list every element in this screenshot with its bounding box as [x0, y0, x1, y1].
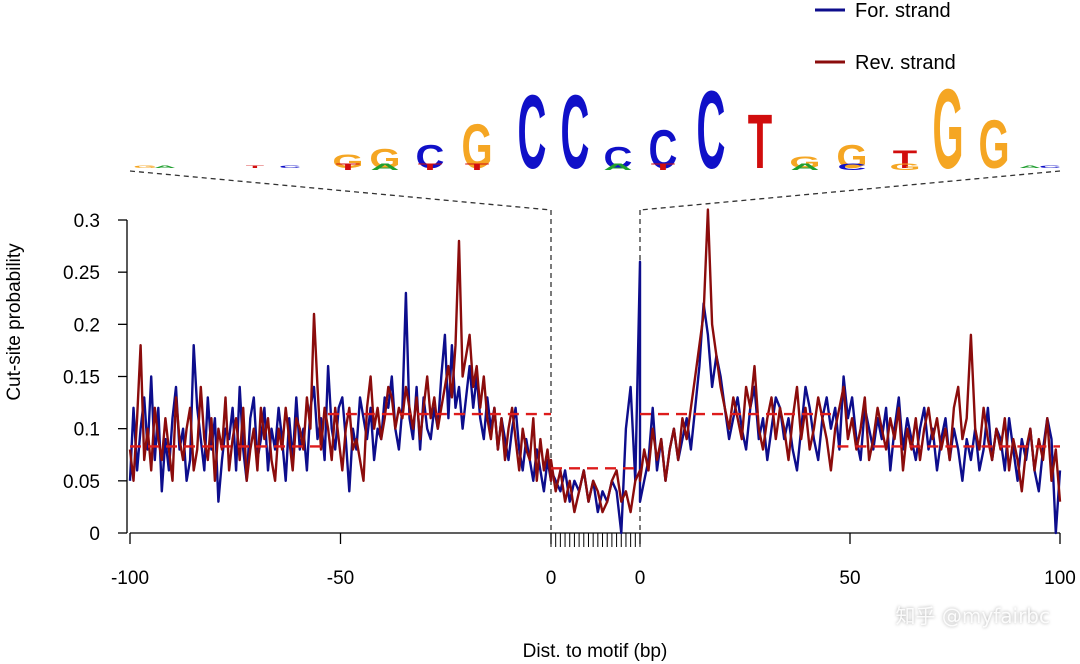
- x-tick-label: -50: [327, 568, 354, 589]
- x-tick-label: 50: [839, 568, 860, 589]
- x-tick-label: 0: [546, 568, 557, 589]
- motif-logo-letter-minor: G: [889, 162, 920, 172]
- y-tick-label: 0.15: [63, 368, 100, 389]
- motif-logo-letter-minor: C: [1039, 165, 1061, 169]
- motif-logo-letter: G: [978, 106, 1009, 183]
- motif-logo-letter: T: [893, 146, 917, 174]
- series-lines: [128, 208, 1062, 535]
- motif-logo-letter-minor: A: [604, 162, 633, 172]
- motif-logo-letter-minor: T: [336, 162, 361, 172]
- motif-logo-letter: G: [369, 144, 400, 175]
- legend-label-for-strand: For. strand: [855, 0, 951, 22]
- series-line-for-strand: [128, 260, 1062, 535]
- mean-lines: [130, 412, 1060, 470]
- y-tick-label: 0.25: [63, 263, 100, 284]
- x-axis-title: Dist. to motif (bp): [523, 641, 668, 662]
- connector-right-diagonal: [639, 170, 1061, 211]
- motif-logo-letter-minor: C: [279, 165, 301, 169]
- motif-logo-letter-minor: A: [371, 162, 400, 172]
- x-tick-label: 0: [635, 568, 646, 589]
- legend: For. strand Rev. strand: [815, 0, 956, 74]
- motif-logo-letter-minor: T: [246, 165, 264, 169]
- motif-logo-letter: C: [649, 119, 678, 181]
- motif-sequence-logo: GT GA CT GT C C CA CT C T GA GC TG G GGA T C AC: [133, 65, 1061, 192]
- motif-logo-letter-minor: G: [133, 165, 156, 169]
- motif-logo-letter: C: [518, 73, 547, 191]
- motif-logo-letter: G: [332, 151, 363, 173]
- motif-logo-letter: G: [932, 65, 963, 192]
- motif-logo-letter: G: [461, 112, 492, 183]
- connector-left-diagonal: [129, 170, 552, 211]
- series-line-rev-strand: [128, 208, 1062, 514]
- y-axis: 0 0.05 0.1 0.15 0.2 0.25 0.3: [63, 211, 128, 545]
- motif-logo-letter-minor: C: [838, 162, 867, 172]
- motif-logo-letter: C: [561, 73, 590, 191]
- zoom-connectors: [129, 170, 1061, 533]
- motif-logo-letter-minor: A: [791, 162, 820, 172]
- x-tick-label: -100: [111, 568, 149, 589]
- y-tick-label: 0.2: [74, 315, 100, 336]
- motif-logo-letter-minor: T: [418, 162, 443, 172]
- motif-logo-letter-minor: T: [651, 162, 676, 172]
- motif-logo-letter-minor: T: [465, 162, 490, 172]
- legend-label-rev-strand: Rev. strand: [855, 52, 956, 74]
- motif-logo-letter-minor: A: [154, 165, 176, 169]
- y-tick-label: 0.3: [74, 211, 100, 232]
- y-tick-label: 0.1: [74, 420, 100, 441]
- motif-logo-letter: C: [604, 141, 633, 175]
- motif-logo-letter-minor: A: [1019, 165, 1041, 169]
- motif-logo-letter: C: [697, 68, 726, 192]
- y-tick-label: 0.05: [63, 472, 100, 493]
- motif-logo-letter: T: [748, 99, 772, 186]
- x-tick-label: 100: [1044, 568, 1076, 589]
- y-axis-title: Cut-site probability: [4, 243, 25, 401]
- x-axis: -100 -50 0 0 50 100: [111, 532, 1076, 589]
- watermark: 知乎 @myfairbc: [895, 604, 1050, 628]
- y-tick-label: 0: [89, 524, 100, 545]
- motif-logo-letter: G: [789, 153, 820, 171]
- motif-logo-letter: C: [416, 138, 445, 175]
- motif-logo-letter: G: [836, 138, 867, 175]
